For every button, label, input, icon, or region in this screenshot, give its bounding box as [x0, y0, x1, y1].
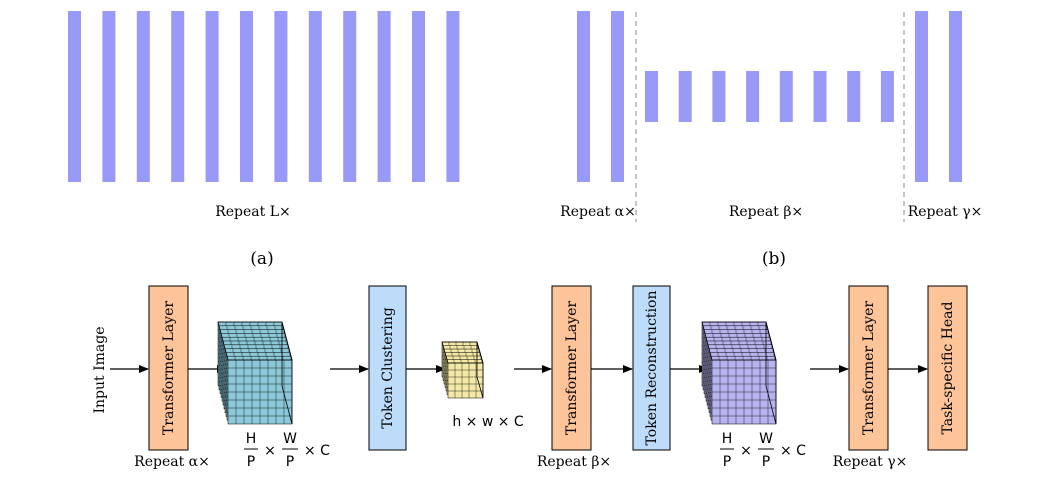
- panel-b-bars: [577, 11, 962, 182]
- panel-a-bar: [446, 11, 460, 182]
- panel-b-beta-bar: [645, 71, 658, 122]
- token-reconstruction-label: Token Reconstruction: [644, 291, 660, 446]
- panel-b-beta-label: Repeat β×: [729, 204, 803, 220]
- token-reconstruction-block: [632, 285, 671, 451]
- panel-b-beta-bar: [712, 71, 726, 122]
- panel-b-gamma-bar: [949, 11, 962, 182]
- panel-a-bar: [171, 11, 185, 182]
- transformer-layer-3-label: Transformer Layer: [861, 301, 877, 435]
- transformer-layer-3: [848, 285, 889, 451]
- dims-2-w: W: [759, 431, 773, 447]
- panel-b-alpha-bar: [611, 11, 624, 182]
- panel-a-bar: [377, 11, 391, 182]
- panel-b-gamma-label: Repeat γ×: [908, 204, 983, 220]
- panel-a-bar: [343, 11, 357, 182]
- clustered-cube: [441, 341, 484, 399]
- dims-1-c: × C: [304, 443, 330, 459]
- panel-a-bar: [205, 11, 219, 182]
- transformer-layer-2: [551, 285, 592, 451]
- dims-2-p1: P: [723, 454, 731, 470]
- dims-label-1: H P × W P × C: [244, 431, 330, 470]
- panel-a-caption: (a): [250, 249, 273, 269]
- token-clustering-block: [368, 285, 407, 451]
- dims-1-h: H: [246, 431, 257, 447]
- panel-b-beta-bar: [880, 71, 894, 122]
- panel-a-bar: [274, 11, 288, 182]
- dims-label-2: H P × W P × C: [720, 431, 806, 470]
- panel-a-repeat-label: Repeat L×: [215, 204, 291, 220]
- transformer-layer-1-label: Transformer Layer: [161, 301, 177, 435]
- task-specific-head: [927, 285, 968, 451]
- input-image-label: Input Image: [92, 326, 108, 413]
- panel-b-beta-bar: [813, 71, 827, 122]
- panel-b-caption: (b): [762, 249, 786, 269]
- transformer-layer-1: [148, 285, 189, 451]
- feature-cube-2: [701, 321, 777, 425]
- panel-b-alpha-label: Repeat α×: [560, 204, 636, 220]
- dims-2-p2: P: [762, 454, 770, 470]
- repeat-beta-label: Repeat β×: [537, 454, 611, 470]
- dims-2-h: H: [722, 431, 733, 447]
- dims-1-p2: P: [286, 454, 294, 470]
- token-clustering-label: Token Clustering: [380, 307, 396, 428]
- panel-a-bar: [412, 11, 425, 182]
- panel-b-alpha-bar: [577, 11, 590, 182]
- panel-b-beta-bar: [779, 71, 793, 122]
- panel-b-beta-bar: [678, 71, 692, 122]
- panel-a-bar: [240, 11, 253, 182]
- dims-2-times: ×: [740, 443, 752, 459]
- panel-a-bar: [136, 11, 150, 182]
- dims-1-w: W: [283, 431, 297, 447]
- feature-cube-1: [217, 321, 293, 425]
- panel-a-bars: [68, 11, 460, 182]
- panel-a-bar: [102, 11, 116, 182]
- panel-a-bar: [308, 11, 322, 182]
- transformer-layer-2-label: Transformer Layer: [564, 301, 580, 435]
- dims-small-label: h × w × C: [452, 414, 524, 430]
- dims-2-c: × C: [780, 443, 806, 459]
- repeat-alpha-label: Repeat α×: [134, 454, 210, 470]
- task-specific-head-label: Task-specific Head: [940, 301, 956, 434]
- dims-1-times: ×: [264, 443, 276, 459]
- panel-a-bar: [68, 11, 81, 182]
- repeat-gamma-label: Repeat γ×: [833, 454, 908, 470]
- panel-b-beta-bar: [746, 71, 760, 122]
- dims-1-p1: P: [247, 454, 255, 470]
- panel-b-gamma-bar: [915, 11, 928, 182]
- panel-b-beta-bar: [847, 71, 861, 122]
